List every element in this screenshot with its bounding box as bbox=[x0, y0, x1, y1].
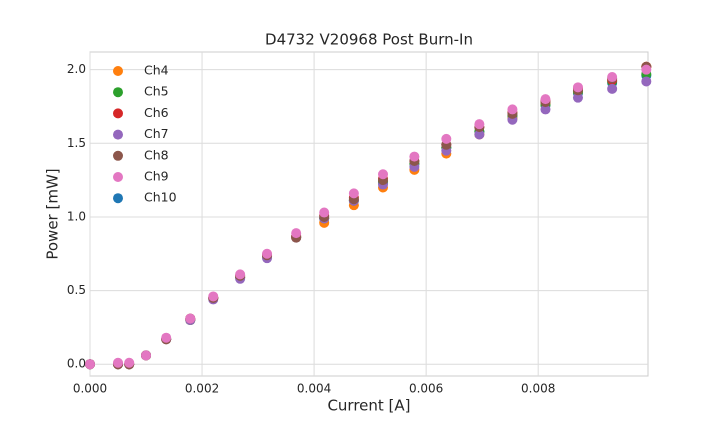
x-tick-label: 0.000 bbox=[73, 382, 107, 396]
x-tick-label: 0.006 bbox=[409, 382, 443, 396]
chart-title: D4732 V20968 Post Burn-In bbox=[265, 31, 473, 49]
data-point bbox=[607, 72, 618, 83]
data-point bbox=[113, 357, 124, 368]
legend-marker bbox=[113, 172, 123, 182]
legend-marker bbox=[113, 87, 123, 98]
y-tick-label: 0.5 bbox=[67, 283, 86, 297]
data-point bbox=[348, 188, 359, 199]
legend-marker bbox=[113, 108, 123, 119]
legend-label: Ch7 bbox=[144, 126, 169, 141]
legend-marker bbox=[113, 150, 123, 161]
y-axis-label: Power [mW] bbox=[44, 168, 62, 259]
data-point bbox=[262, 248, 273, 259]
data-point bbox=[507, 104, 518, 115]
data-point bbox=[185, 313, 196, 324]
data-point bbox=[208, 291, 219, 302]
data-point bbox=[540, 104, 551, 115]
data-point bbox=[641, 76, 652, 87]
data-point bbox=[540, 94, 551, 105]
legend-label: Ch5 bbox=[144, 84, 169, 99]
data-point bbox=[572, 82, 583, 93]
plot-area bbox=[89, 51, 649, 377]
data-point bbox=[124, 357, 135, 368]
x-axis-label: Current [A] bbox=[327, 397, 410, 415]
legend-label: Ch6 bbox=[144, 105, 169, 120]
legend-marker bbox=[113, 129, 123, 140]
data-point bbox=[235, 269, 246, 280]
data-point bbox=[161, 332, 172, 343]
data-point bbox=[474, 119, 485, 130]
data-point bbox=[572, 92, 583, 103]
data-point bbox=[409, 151, 420, 162]
data-point bbox=[378, 169, 389, 180]
x-tick-label: 0.004 bbox=[297, 382, 331, 396]
x-tick-label: 0.008 bbox=[521, 382, 555, 396]
data-point bbox=[641, 64, 652, 75]
y-tick-label: 1.0 bbox=[67, 209, 86, 223]
legend-marker bbox=[113, 193, 123, 204]
data-point bbox=[85, 359, 95, 370]
x-tick-label: 0.002 bbox=[185, 382, 219, 396]
data-point bbox=[141, 350, 152, 361]
data-point bbox=[474, 129, 485, 140]
legend-label: Ch9 bbox=[144, 169, 169, 184]
data-point bbox=[319, 207, 330, 218]
data-point bbox=[441, 133, 452, 144]
legend-label: Ch10 bbox=[144, 190, 177, 205]
legend-marker bbox=[113, 66, 123, 76]
data-point bbox=[607, 83, 618, 94]
legend-label: Ch8 bbox=[144, 147, 169, 162]
legend-label: Ch4 bbox=[144, 63, 169, 78]
y-tick-label: 2.0 bbox=[67, 62, 86, 76]
y-tick-label: 1.5 bbox=[67, 136, 86, 150]
data-point bbox=[291, 228, 302, 239]
y-tick-label: 0.0 bbox=[67, 357, 86, 371]
